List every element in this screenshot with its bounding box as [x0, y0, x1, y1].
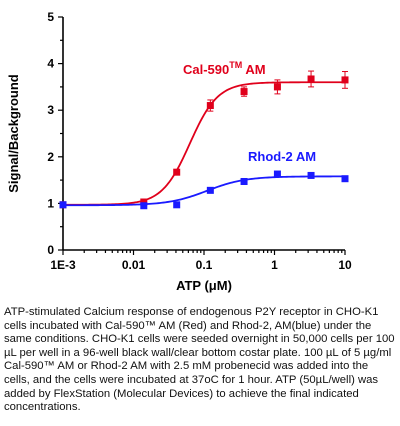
series-1-point	[206, 186, 214, 194]
x-tick-label: 1	[271, 258, 278, 272]
series-0-point	[140, 198, 148, 206]
series-label-cal590-superscript: TM	[229, 60, 242, 70]
x-tick-label: 0.01	[122, 258, 146, 272]
y-tick-label: 5	[47, 10, 54, 24]
series-layer	[59, 70, 349, 210]
x-axis-title: ATP (μM)	[176, 278, 232, 293]
series-label-cal590: Cal-590TM AM	[183, 60, 266, 77]
series-label-cal590-main: Cal-590	[183, 62, 229, 77]
series-0-fit-curve	[63, 81, 345, 206]
series-0-point	[173, 168, 181, 176]
series-1-fit-curve	[63, 175, 346, 207]
series-label-cal590-tail: AM	[242, 62, 265, 77]
series-0-point	[341, 76, 349, 84]
series-1-point	[341, 175, 349, 183]
y-tick-label: 3	[47, 103, 54, 117]
x-tick-label: 1E-3	[50, 258, 76, 272]
y-tick-label: 1	[47, 196, 54, 210]
y-axis-title: Signal/Background	[6, 74, 21, 193]
series-1-point	[273, 170, 281, 178]
series-label-rhod2: Rhod-2 AM	[248, 149, 316, 164]
series-1-point	[140, 202, 148, 210]
series-1-point	[173, 201, 181, 209]
series-0-point	[307, 75, 315, 83]
x-axis-ticks: 1E-3 0.01 0.1 1 10	[50, 250, 352, 272]
figure-caption: ATP-stimulated Calcium response of endog…	[4, 306, 395, 414]
series-label-rhod2-main: Rhod-2 AM	[248, 149, 316, 164]
y-tick-label: 0	[47, 243, 54, 257]
series-0-point	[273, 83, 281, 91]
y-axis-ticks: 0 1 2 3 4 5	[47, 10, 63, 257]
x-tick-label: 10	[338, 258, 352, 272]
series-0-point	[206, 102, 214, 110]
y-tick-label: 4	[47, 57, 54, 71]
chart: 1E-3 0.01 0.1 1 10 0 1 2 3 4 5 ATP (μM) Signal/Ba…	[6, 10, 352, 293]
y-tick-label: 2	[47, 150, 54, 164]
x-tick-label: 0.1	[196, 258, 213, 272]
series-1-point	[307, 171, 315, 179]
series-0-point	[240, 88, 248, 96]
series-1-point	[240, 177, 248, 185]
series-1-point	[59, 201, 67, 209]
